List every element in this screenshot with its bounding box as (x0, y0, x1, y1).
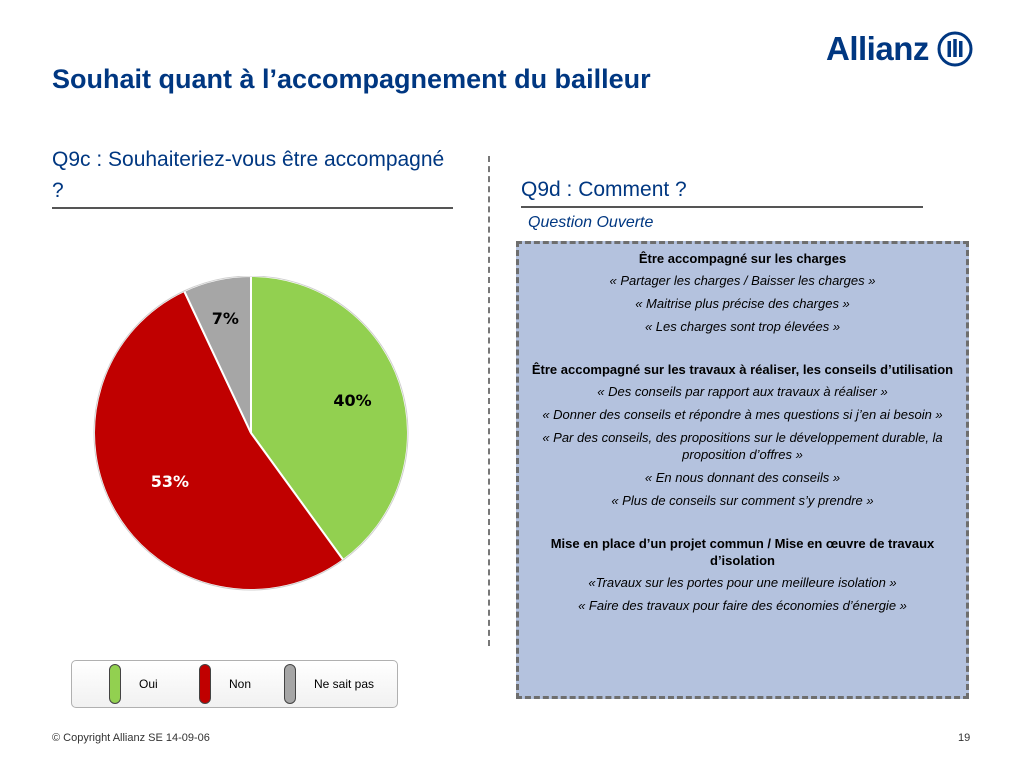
answer-quote: «Travaux sur les portes pour une meilleu… (588, 575, 897, 590)
right-question: Q9d : Comment ? (521, 178, 687, 201)
left-divider (52, 207, 453, 209)
answer-quote: « Maitrise plus précise des charges » (635, 296, 850, 311)
logo-wordmark: Allianz (826, 30, 929, 67)
pie-label-oui: 40% (333, 391, 371, 410)
column-separator (488, 156, 490, 646)
page-number: 19 (958, 732, 971, 744)
pie-chart: 40% 53% 7% (93, 276, 409, 591)
answer-section-travaux: Être accompagné sur les travaux à réalis… (531, 361, 954, 509)
pie-label-ne-sait-pas: 7% (212, 309, 239, 328)
answer-section-charges: Être accompagné sur les charges « Partag… (531, 250, 954, 335)
legend-item-non: Non (199, 661, 251, 707)
legend-swatch-oui (109, 664, 121, 704)
open-answers-box: Être accompagné sur les charges « Partag… (516, 241, 969, 699)
right-divider (521, 206, 923, 208)
copyright-notice: © Copyright Allianz SE 14-09-06 (52, 732, 210, 744)
answer-quote: « Les charges sont trop élevées » (644, 319, 841, 334)
answer-quote: « Faire des travaux pour faire des écono… (578, 598, 907, 613)
left-question: Q9c : Souhaiteriez-vous être accompagné … (52, 148, 445, 202)
pie-outline (93, 276, 409, 591)
answer-heading: Être accompagné sur les travaux à réalis… (531, 362, 954, 377)
answer-quote: « Donner des conseils et répondre à mes … (542, 407, 943, 422)
allianz-logo: Allianz (826, 29, 973, 69)
pie-label-non: 53% (151, 472, 189, 491)
answer-quote: « Des conseils par rapport aux travaux à… (597, 384, 888, 399)
answer-quote: « Plus de conseils sur comment s’y prend… (611, 493, 874, 508)
answer-quote: « Partager les charges / Baisser les cha… (609, 273, 876, 288)
answer-section-isolation: Mise en place d’un projet commun / Mise … (531, 535, 954, 614)
answer-heading: Être accompagné sur les charges (638, 251, 847, 266)
allianz-eagle-icon (937, 31, 973, 67)
legend-item-oui: Oui (109, 661, 158, 707)
legend-label-ne-sait-pas: Ne sait pas (314, 677, 375, 691)
chart-legend: Oui Non Ne sait pas (71, 660, 398, 708)
open-question-label: Question Ouverte (528, 214, 654, 231)
legend-label-non: Non (229, 677, 252, 691)
answer-quote: « En nous donnant des conseils » (644, 470, 841, 485)
legend-swatch-non (199, 664, 211, 704)
answer-quote: « Par des conseils, des propositions sur… (542, 430, 943, 462)
answer-heading: Mise en place d’un projet commun / Mise … (550, 536, 935, 568)
legend-swatch-ne-sait-pas (284, 664, 296, 704)
page-title: Souhait quant à l’accompagnement du bail… (52, 64, 651, 94)
legend-item-ne-sait-pas: Ne sait pas (284, 661, 374, 707)
legend-label-oui: Oui (139, 677, 158, 691)
